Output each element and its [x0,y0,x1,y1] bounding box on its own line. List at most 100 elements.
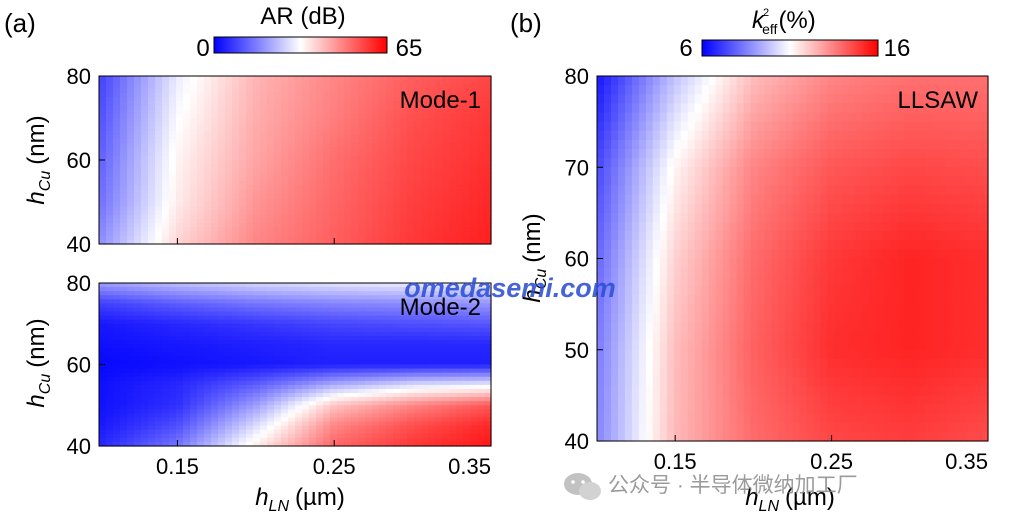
heatmap-cell [400,168,408,174]
heatmap-cell [120,388,128,394]
heatmap-cell [442,327,450,333]
heatmap-cell [456,105,464,111]
heatmap-cell [106,360,114,366]
heatmap-cell [337,185,345,190]
heatmap-cell [148,287,156,292]
heatmap-cell [750,112,759,123]
heatmap-cell [260,92,268,98]
heatmap-cell [155,299,163,304]
heatmap-cell [372,397,380,402]
heatmap-cell [351,130,359,136]
heatmap-cell [99,76,107,81]
heatmap-cell [274,109,282,115]
heatmap-cell [421,413,429,419]
heatmap-cell [211,235,219,241]
heatmap-cell [316,335,324,341]
heatmap-cell [953,94,961,104]
heatmap-cell [106,364,114,370]
heatmap-cell [176,223,184,228]
heatmap-cell [309,168,317,174]
heatmap-cell [302,235,310,241]
heatmap-cell [162,340,170,345]
heatmap-cell [197,181,205,186]
heatmap-cell [302,202,310,207]
heatmap-cell [330,287,338,292]
heatmap-cell [99,413,107,419]
heatmap-cell [302,176,310,182]
heatmap-cell [414,372,422,378]
heatmap-cell [141,360,149,366]
heatmap-cell [190,101,198,106]
heatmap-cell [218,235,226,241]
heatmap-cell [274,287,282,292]
heatmap-cell [295,376,303,382]
heatmap-cell [477,299,485,304]
heatmap-cell [393,214,401,220]
heatmap-cell [442,340,450,345]
heatmap-cell [442,376,450,382]
heatmap-cell [218,176,226,182]
heatmap-cell [414,176,422,182]
heatmap-cell [771,121,780,132]
heatmap-cell [379,197,387,203]
heatmap-cell [134,143,142,148]
heatmap-cell [113,193,121,199]
heatmap-cell [400,164,408,169]
heatmap-cell [365,413,373,419]
heatmap-cell [309,239,317,245]
heatmap-cell [365,168,373,174]
heatmap-cell [386,227,394,232]
heatmap-cell [309,287,317,292]
heatmap-cell [246,352,254,357]
heatmap-cell [344,168,352,174]
heatmap-cell [218,202,226,207]
heatmap-cell [239,130,247,136]
heatmap-cell [239,168,247,174]
heatmap-cell [470,425,478,431]
heatmap-cell [351,155,359,161]
heatmap-cell [393,356,401,362]
heatmap-cell [694,85,703,95]
heatmap-cell [99,425,107,431]
heatmap-cell [351,331,359,337]
heatmap-cell [316,214,324,220]
heatmap-cell [435,433,443,439]
heatmap-cell [127,164,135,169]
heatmap-cell [274,311,282,317]
heatmap-cell [288,143,296,148]
heatmap-cell [295,364,303,370]
heatmap-cell [302,437,310,443]
heatmap-cell [463,323,471,329]
heatmap-cell [316,134,324,140]
heatmap-cell [848,112,856,123]
heatmap-cell [736,76,745,86]
heatmap-cell [414,97,422,102]
heatmap-cell [162,151,170,157]
heatmap-cell [890,103,898,114]
heatmap-cell [344,303,352,309]
heatmap-cell [400,303,408,309]
heatmap-cell [169,181,177,186]
heatmap-cell [232,172,240,178]
heatmap-cell [456,151,464,157]
heatmap-cell [267,319,275,325]
heatmap-cell [225,417,233,423]
heatmap-cell [785,139,794,150]
heatmap-cell [225,97,233,102]
heatmap-cell [372,239,380,245]
heatmap-cell [204,189,212,195]
heatmap-cell [99,168,107,174]
heatmap-cell [365,118,373,123]
heatmap-cell [106,384,114,390]
heatmap-cell [358,441,366,447]
heatmap-cell [323,176,331,182]
heatmap-cell [351,303,359,309]
heatmap-cell [155,437,163,443]
heatmap-cell [358,364,366,370]
heatmap-cell [288,130,296,136]
heatmap-cell [386,295,394,300]
heatmap-cell [379,147,387,153]
heatmap-cell [463,126,471,132]
heatmap-cell [400,295,408,300]
heatmap-cell [281,88,289,94]
